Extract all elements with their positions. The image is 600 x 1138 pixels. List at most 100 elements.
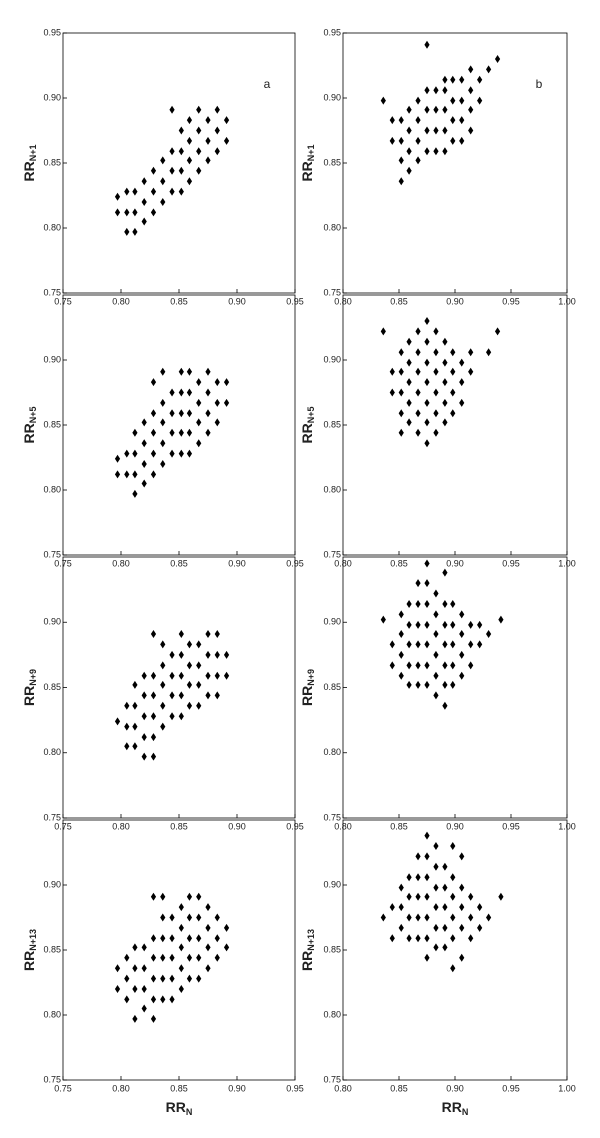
point (160, 722, 166, 731)
point (150, 449, 157, 458)
point (442, 701, 448, 710)
point (433, 367, 439, 376)
point (186, 177, 193, 186)
point (169, 388, 175, 397)
x-tick-label: 1.00 (558, 1083, 576, 1093)
plot-frame (342, 294, 568, 556)
point (406, 337, 412, 346)
point (477, 640, 483, 649)
point (459, 629, 465, 638)
point (415, 348, 421, 357)
point (205, 428, 211, 437)
y-axis-label-sub: N+1 (28, 145, 38, 162)
point (450, 388, 456, 397)
plot-frame (62, 556, 296, 819)
y-axis-label-main: RR (21, 686, 37, 706)
y-tick-label: 0.75 (323, 287, 341, 297)
point (132, 943, 138, 952)
point (442, 126, 448, 135)
point (424, 358, 430, 367)
point (196, 974, 202, 983)
point (169, 105, 175, 114)
point (433, 409, 439, 418)
point (459, 671, 465, 680)
point (433, 327, 439, 336)
y-axis-label: RRN+9 (299, 669, 317, 706)
y-tick-label: 0.90 (43, 354, 61, 364)
point (442, 378, 448, 387)
point (424, 661, 430, 670)
point (223, 136, 230, 145)
y-axis-label-main: RR (299, 161, 315, 181)
point (160, 953, 166, 962)
point (169, 995, 175, 1004)
point (486, 65, 492, 74)
point (160, 974, 166, 983)
point (150, 691, 157, 700)
point (141, 460, 147, 468)
point (132, 985, 138, 993)
point (186, 913, 193, 922)
point (442, 620, 448, 629)
point (433, 105, 439, 114)
point (398, 116, 404, 125)
point (442, 75, 448, 84)
point (450, 348, 456, 357)
x-tick-label: 0.95 (502, 558, 520, 568)
point (160, 701, 166, 710)
point (196, 640, 202, 649)
point (114, 192, 121, 201)
point (380, 615, 386, 624)
point (160, 661, 166, 670)
x-tick-label: 0.95 (286, 1083, 304, 1093)
point (160, 198, 166, 206)
point (442, 337, 448, 346)
point (214, 105, 220, 114)
point (214, 671, 220, 680)
point (459, 358, 465, 367)
point (450, 913, 456, 922)
point (433, 126, 439, 135)
x-tick-label: 0.95 (502, 1083, 520, 1093)
point (468, 913, 474, 922)
point (169, 974, 175, 983)
point (494, 327, 501, 336)
point (132, 489, 138, 498)
point (160, 913, 166, 922)
plot-frame (62, 819, 296, 1081)
point (424, 599, 430, 608)
point (178, 671, 184, 680)
point (141, 733, 147, 742)
point (150, 995, 157, 1004)
point (477, 96, 483, 105)
point (150, 409, 157, 418)
point (406, 661, 412, 670)
point (178, 388, 184, 397)
point (424, 418, 430, 427)
point (196, 398, 202, 407)
point (124, 449, 130, 458)
point (442, 883, 448, 892)
plot-frame (62, 32, 296, 294)
y-axis-label: RRN+13 (299, 929, 317, 971)
point (205, 409, 211, 418)
point (178, 367, 184, 376)
y-tick-label: 0.85 (43, 944, 61, 954)
point (141, 1004, 147, 1013)
point (205, 964, 211, 973)
point (205, 629, 211, 638)
point (124, 470, 130, 479)
point (150, 208, 157, 217)
y-tick-label: 0.80 (43, 747, 61, 757)
point (433, 629, 439, 638)
point (169, 147, 175, 156)
x-tick-label: 0.90 (228, 821, 246, 831)
point (433, 923, 439, 932)
point (433, 348, 439, 357)
point (132, 187, 138, 196)
point (468, 65, 474, 74)
point (196, 934, 202, 943)
point (450, 136, 456, 145)
panel-annotation: b (536, 77, 543, 91)
point (424, 317, 430, 325)
